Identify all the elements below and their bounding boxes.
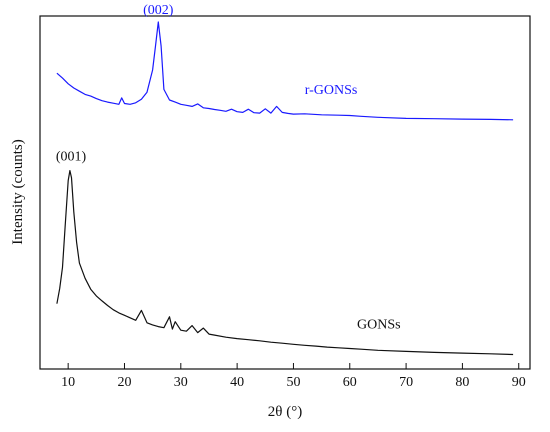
- x-tick-label: 30: [174, 375, 188, 390]
- x-tick-label: 80: [455, 375, 469, 390]
- x-tick-label: 90: [512, 375, 526, 390]
- series-label-gonss: GONSs: [357, 318, 401, 333]
- x-tick-label: 60: [343, 375, 357, 390]
- series-line-r-gonss: [56, 21, 514, 121]
- series-line-gonss: [56, 170, 514, 356]
- annotation-layer: (002) (001) r-GONSs GONSs: [56, 3, 401, 333]
- plot-frame: [39, 15, 531, 370]
- series-label-r-gonss: r-GONSs: [305, 83, 358, 98]
- x-axis-label: 2θ (°): [268, 404, 302, 420]
- y-axis-label: Intensity (counts): [10, 139, 26, 244]
- peak-label-001: (001): [56, 150, 87, 165]
- x-tick-label: 40: [230, 375, 244, 390]
- x-axis-ticks: 10 20 30 40 50 60 70 80 90: [61, 363, 526, 390]
- x-tick-label: 50: [286, 375, 300, 390]
- x-tick-label: 70: [399, 375, 413, 390]
- series-layer: [56, 21, 514, 356]
- x-tick-label: 10: [61, 375, 75, 390]
- peak-label-002: (002): [143, 3, 174, 18]
- x-tick-label: 20: [117, 375, 131, 390]
